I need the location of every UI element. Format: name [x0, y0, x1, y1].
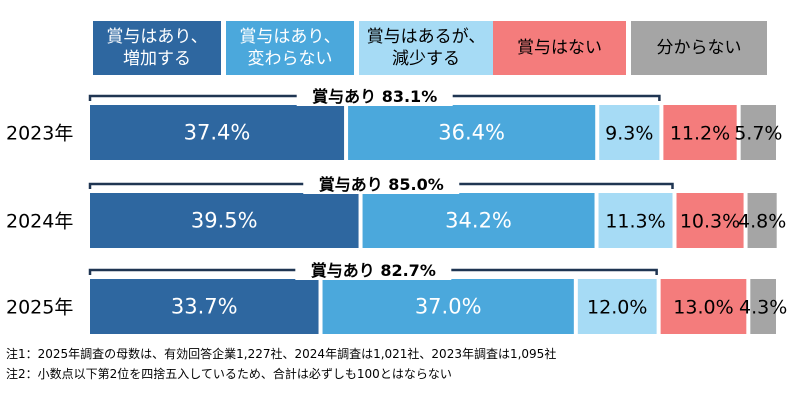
bar-segment-3-3 — [577, 279, 657, 334]
bar-segment-3-4 — [660, 279, 747, 334]
bar-segment-1-5 — [740, 105, 776, 160]
bracket-label-3: 賞与あり 82.7% — [311, 261, 436, 280]
data-label-3-4: 13.0% — [673, 297, 733, 319]
legend-item-1: 賞与はあり、 増加する — [93, 21, 221, 75]
bar-segment-3-1 — [90, 279, 319, 334]
bracket-label-1: 賞与あり 83.1% — [312, 87, 437, 106]
data-label-2-2: 34.2% — [445, 209, 512, 233]
bar-segment-1-3 — [599, 105, 660, 160]
data-label-3-5: 4.3% — [739, 297, 787, 319]
data-label-2-4: 10.3% — [680, 211, 740, 233]
legend-item-3: 賞与はあるが、 減少する — [359, 21, 493, 75]
bar-segment-1-1 — [90, 105, 345, 160]
data-label-1-2: 36.4% — [438, 121, 505, 145]
footnote-1: 注1：2025年調査の母数は、有効回答企業1,227社、2024年調査は1,02… — [6, 347, 557, 361]
bar-segment-2-1 — [90, 193, 359, 248]
bracket-label-bg-2 — [303, 174, 460, 194]
bar-segment-1-4 — [663, 105, 737, 160]
data-label-3-2: 37.0% — [415, 295, 482, 319]
bar-segment-2-4 — [676, 193, 744, 248]
data-label-3-3: 12.0% — [587, 297, 647, 319]
data-label-1-5: 5.7% — [734, 123, 782, 145]
category-label-3: 2025年 — [6, 297, 73, 319]
data-label-2-3: 11.3% — [605, 211, 665, 233]
bracket-label-2: 賞与あり 85.0% — [319, 175, 444, 194]
data-label-1-4: 11.2% — [670, 123, 730, 145]
data-label-1-1: 37.4% — [184, 121, 251, 145]
data-label-2-1: 39.5% — [191, 209, 258, 233]
data-label-3-1: 33.7% — [171, 295, 238, 319]
bar-segment-3-5 — [750, 279, 776, 334]
footnotes: 注1：2025年調査の母数は、有効回答企業1,227社、2024年調査は1,02… — [6, 344, 556, 384]
data-label-2-5: 4.8% — [738, 211, 786, 233]
footnote-2: 注2：小数点以下第2位を四捨五入しているため、合計は必ずしも100とはならない — [6, 367, 452, 381]
category-label-1: 2023年 — [6, 123, 73, 145]
bar-segment-3-2 — [322, 279, 574, 334]
legend-item-2: 賞与はあり、 変わらない — [226, 21, 354, 75]
stacked-bar-chart: 2023年 37.4% 36.4% 9.3% 11.2% 5.7% 賞与あり 83.1% 20… — [6, 86, 787, 334]
bar-segment-2-5 — [747, 193, 777, 248]
bracket-label-bg-1 — [296, 86, 453, 106]
legend-item-4: 賞与はない — [493, 21, 626, 75]
category-label-2: 2024年 — [6, 211, 73, 233]
legend-item-5: 分からない — [631, 21, 767, 75]
bar-segment-2-3 — [598, 193, 673, 248]
bracket-label-bg-3 — [295, 260, 452, 280]
data-label-1-3: 9.3% — [605, 123, 653, 145]
bar-segment-2-2 — [362, 193, 595, 248]
bar-segment-1-2 — [348, 105, 596, 160]
